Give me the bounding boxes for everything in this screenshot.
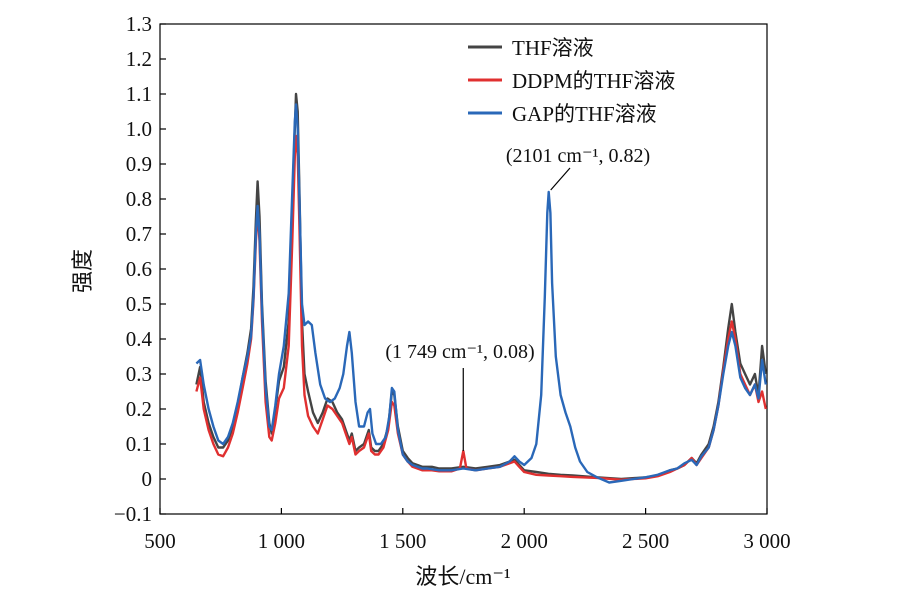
x-axis: 500 1 000 1 500 2 000 2 500 3 000: [144, 508, 791, 553]
y-tick-label: 1.1: [126, 82, 152, 106]
legend-label-3: GAP的THF溶液: [512, 102, 657, 126]
y-axis-title: 强度: [70, 249, 95, 293]
y-tick-label: 0.9: [126, 152, 152, 176]
annotation-label-1749: (1 749 cm⁻¹, 0.08): [385, 341, 534, 363]
x-tick-label: 2 000: [501, 529, 548, 553]
y-tick-label: −0.1: [114, 502, 152, 526]
x-tick-label: 1 500: [379, 529, 426, 553]
legend: THF溶液 DDPM的THF溶液 GAP的THF溶液: [468, 36, 675, 126]
series-line-2: [195, 134, 767, 481]
y-axis: −0.1 0 0.1 0.2 0.3 0.4 0.5 0.6 0.7 0.8 0.9 1.0 1.1 1.…: [114, 12, 166, 526]
x-tick-label: 500: [144, 529, 176, 553]
y-tick-label: 0.1: [126, 432, 152, 456]
annotation-leader-2101: [550, 167, 571, 191]
x-tick-label: 2 500: [622, 529, 669, 553]
x-tick-label: 3 000: [743, 529, 790, 553]
annotation-label-2101: (2101 cm⁻¹, 0.82): [506, 145, 650, 167]
series-line-1: [195, 92, 767, 481]
y-tick-label: 1.0: [126, 117, 152, 141]
y-tick-label: 0.6: [126, 257, 152, 281]
x-tick-label: 1 000: [258, 529, 305, 553]
y-tick-label: 0.7: [126, 222, 152, 246]
y-tick-label: 0.4: [126, 327, 153, 351]
y-tick-label: 0.3: [126, 362, 152, 386]
peak-annotations: (2101 cm⁻¹, 0.82) (1 749 cm⁻¹, 0.08): [385, 145, 650, 451]
y-tick-label: 1.2: [126, 47, 152, 71]
y-tick-label: 0: [142, 467, 153, 491]
y-tick-label: 0.8: [126, 187, 152, 211]
series-line-3: [195, 103, 767, 484]
series-lines: [195, 92, 767, 484]
legend-label-2: DDPM的THF溶液: [512, 69, 675, 93]
legend-label-1: THF溶液: [512, 36, 594, 60]
x-axis-title: 波长/cm⁻¹: [415, 564, 510, 589]
y-tick-label: 0.5: [126, 292, 152, 316]
y-tick-label: 1.3: [126, 12, 152, 36]
y-tick-label: 0.2: [126, 397, 152, 421]
